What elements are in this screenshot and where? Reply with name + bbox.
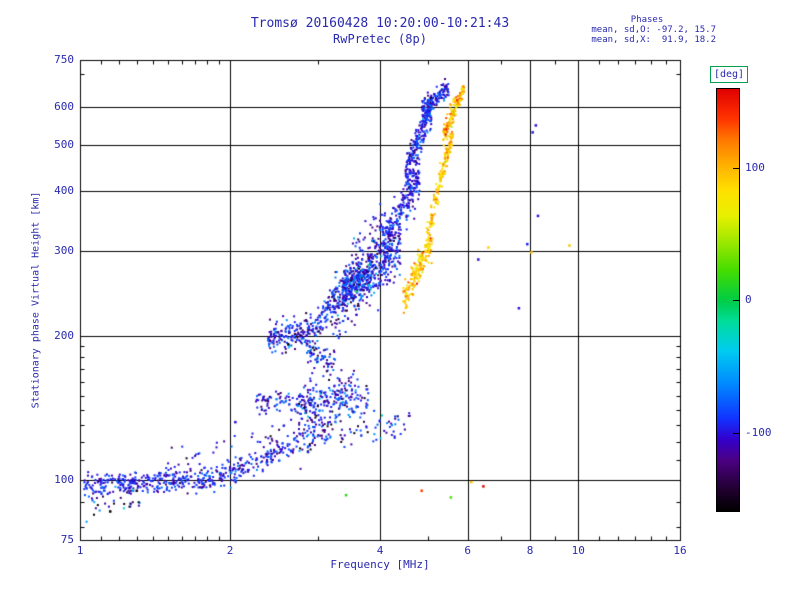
stats-x-mode: mean, sd,X: 91.9, 18.2	[591, 35, 716, 45]
colorbar-tick-label: -100	[745, 425, 772, 439]
y-tick-label: 600	[54, 99, 74, 113]
x-tick-label: 4	[376, 544, 384, 557]
x-axis-tick-labels: 1 2 4 6 8 10 16	[0, 544, 800, 558]
x-tick-label: 16	[673, 544, 687, 557]
x-tick-label: 8	[526, 544, 534, 557]
y-axis-tick-labels: 75 100 200 300 400 500 600 750	[0, 0, 74, 600]
x-tick-label: 10	[571, 544, 585, 557]
y-tick-label: 100	[54, 473, 74, 487]
stats-o-mode: mean, sd,O: -97.2, 15.7	[591, 25, 716, 35]
phase-stats: Phases mean, sd,O: -97.2, 15.7 mean, sd,…	[588, 15, 716, 45]
y-tick-label: 500	[54, 137, 74, 151]
colorbar-tick-label: 0	[745, 293, 752, 306]
y-tick-label: 75	[60, 533, 74, 546]
colorbar-tick-label: 100	[745, 160, 765, 174]
x-tick-label: 2	[226, 544, 234, 557]
y-tick-label: 400	[54, 184, 74, 198]
page-subtitle: RwPretec (8p)	[333, 32, 427, 46]
colorbar-tick-mark	[733, 300, 739, 301]
y-tick-label: 750	[54, 53, 74, 66]
colorbar-tick-mark	[733, 432, 739, 434]
colorbar-tick-mark	[733, 167, 739, 169]
x-tick-label: 6	[464, 544, 472, 557]
x-axis-label: Frequency [MHz]	[330, 558, 430, 571]
stats-header: Phases	[630, 15, 664, 25]
colorbar-unit-label: [deg]	[710, 66, 748, 83]
y-tick-label: 200	[54, 328, 74, 342]
page-title: Tromsø 20160428 10:20:00-10:21:43	[250, 16, 510, 31]
x-tick-label: 1	[76, 544, 84, 557]
y-axis-label: Stationary phase Virtual Height [km]	[30, 191, 42, 409]
y-tick-label: 300	[54, 244, 74, 257]
